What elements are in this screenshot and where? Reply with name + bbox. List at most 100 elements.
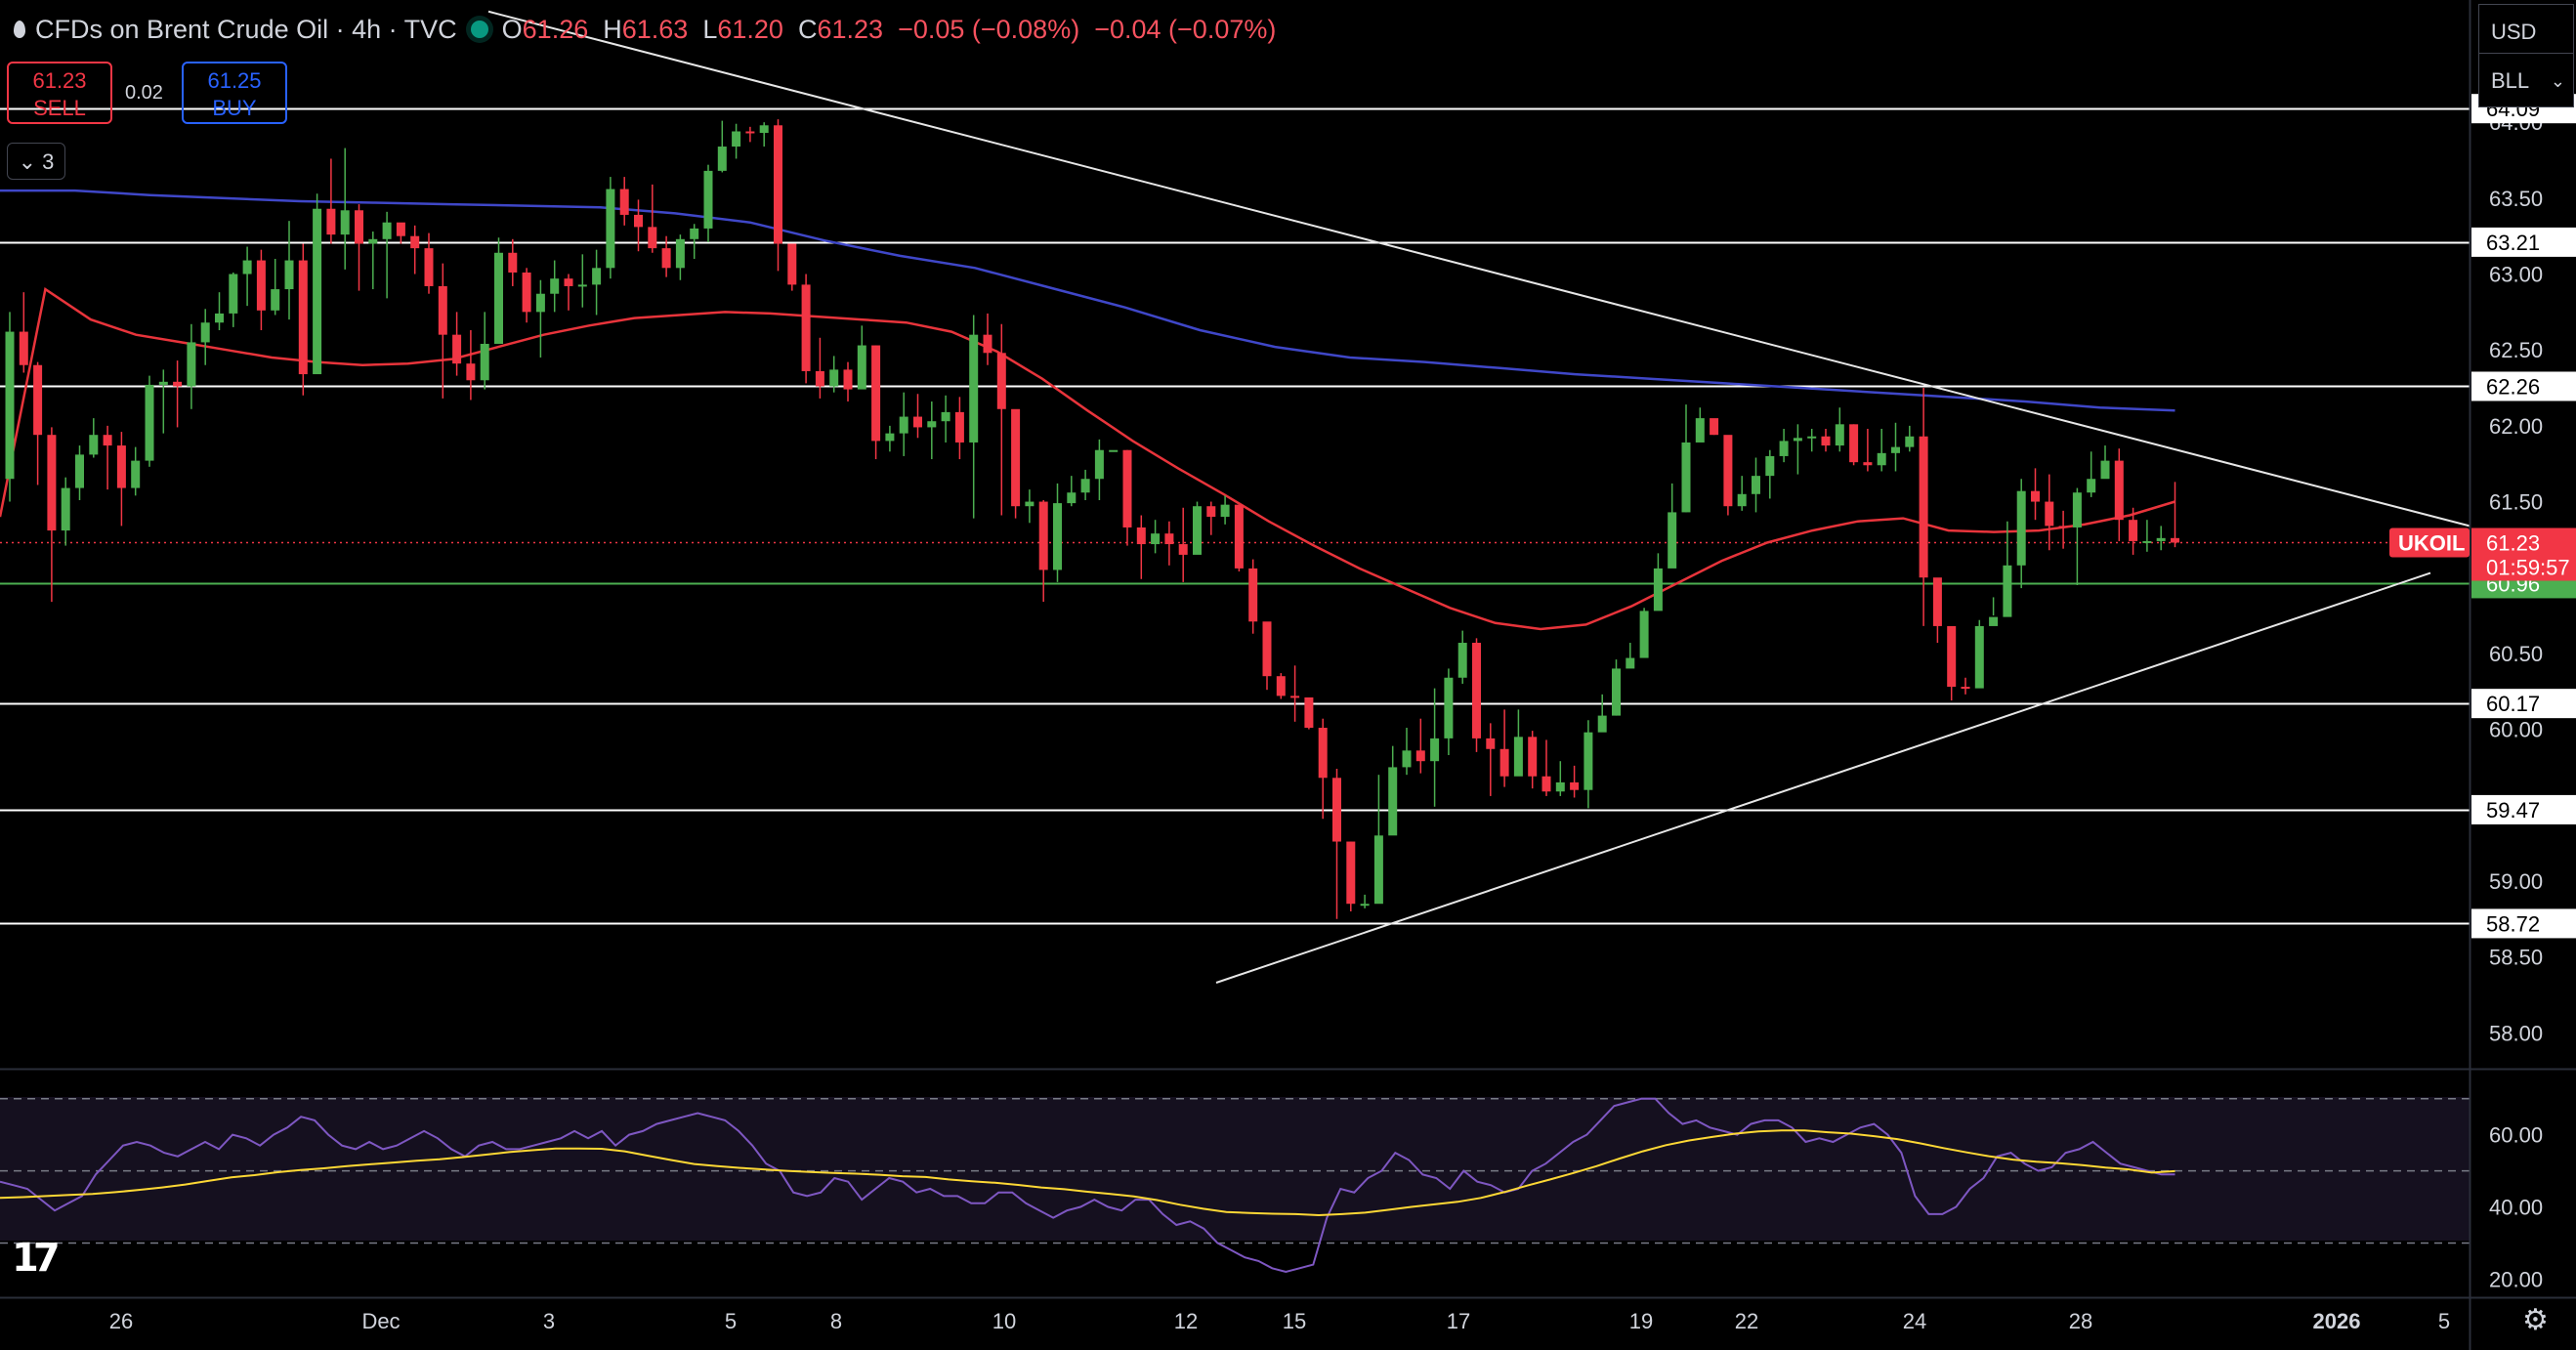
candle-body <box>116 445 126 488</box>
chevron-down-icon: ⌄ <box>2550 71 2565 91</box>
time-tick-label: 22 <box>1735 1309 1758 1333</box>
symbol-title[interactable]: CFDs on Brent Crude Oil · 4h · TVC <box>35 14 457 44</box>
candle-body <box>173 381 183 387</box>
currency-label: USD <box>2491 20 2537 44</box>
candle-body <box>2003 565 2012 617</box>
candle-body <box>1444 677 1454 738</box>
candle-body <box>1626 657 1635 669</box>
candle-body <box>1206 506 1216 518</box>
time-tick-label: 19 <box>1629 1309 1653 1333</box>
slow-moving-average-line <box>0 189 2175 412</box>
candle-body <box>89 435 99 455</box>
moving-averages <box>0 189 2175 631</box>
time-tick-label: 12 <box>1174 1309 1198 1333</box>
chevron-down-icon: ⌄ <box>18 149 37 174</box>
time-tick-label: 24 <box>1903 1309 1926 1333</box>
candle-body <box>2156 537 2166 541</box>
candle-body <box>996 353 1006 409</box>
price-tick-label: 61.50 <box>2489 490 2543 515</box>
time-tick-label: 3 <box>543 1309 555 1333</box>
candle-body <box>1849 424 1859 463</box>
candle-body <box>2058 526 2068 528</box>
time-axis[interactable]: 26 Dec 3 5 8 10 12 15 17 19 22 24 28 2026 5 <box>109 1309 2450 1333</box>
symbol-tag <box>2389 527 2470 558</box>
rsi-tick-label: 60.00 <box>2489 1123 2543 1148</box>
candle-body <box>75 454 84 488</box>
candle-body <box>1430 738 1440 762</box>
candle-body <box>774 125 782 244</box>
candle-body <box>1193 506 1202 555</box>
candle-body <box>1807 436 1817 439</box>
unit-label: BLL <box>2491 68 2530 93</box>
candle-body <box>1151 533 1161 545</box>
market-open-dot-icon <box>470 21 488 38</box>
level-price-tag-label: 62.26 <box>2486 374 2540 399</box>
candle-body <box>690 228 699 239</box>
level-price-tag <box>2471 371 2576 401</box>
candle-body <box>1472 643 1481 738</box>
candle-body <box>535 293 545 313</box>
gear-icon[interactable]: ⚙ <box>2522 1304 2549 1336</box>
candle-body <box>1373 835 1383 905</box>
price-tick-label: 63.50 <box>2489 187 2543 211</box>
candle-body <box>1234 504 1244 569</box>
candle-body <box>2100 460 2110 480</box>
candle-body <box>2072 492 2082 527</box>
candle-body <box>1779 441 1789 456</box>
price-tick-label: 60.50 <box>2489 642 2543 666</box>
candle-body <box>522 272 531 313</box>
candle-body <box>1053 503 1062 570</box>
candle-body <box>2129 520 2138 541</box>
unit-selector[interactable]: BLL ⌄ <box>2478 53 2574 107</box>
candle-body <box>745 131 755 134</box>
candle-body <box>242 260 252 274</box>
candle-body <box>256 260 266 311</box>
indicators-toggle-button[interactable]: ⌄ 3 <box>7 143 65 180</box>
candle-body <box>438 285 447 335</box>
candle-body <box>941 411 950 422</box>
candle-body <box>1220 504 1230 518</box>
time-tick-label: Dec <box>361 1309 400 1333</box>
candle-body <box>1080 479 1090 493</box>
candle-body <box>648 227 657 249</box>
currency-selector[interactable]: USD <box>2478 4 2574 59</box>
buy-button[interactable]: 61.25 BUY <box>182 62 287 124</box>
candle-body <box>564 278 573 286</box>
candle-body <box>1710 418 1719 436</box>
candle-body <box>871 345 881 442</box>
candle-body <box>61 487 70 531</box>
price-tick-label: 58.50 <box>2489 946 2543 970</box>
candle-body <box>158 381 168 385</box>
candle-body <box>131 460 141 488</box>
indicators-count: 3 <box>42 149 55 174</box>
sell-button[interactable]: 61.23 SELL <box>7 62 112 124</box>
candle-body <box>103 435 112 446</box>
candle-body <box>606 189 615 269</box>
price-tick-label: 62.50 <box>2489 338 2543 362</box>
level-price-tag <box>2471 908 2576 939</box>
candle-body <box>1094 449 1104 480</box>
time-tick-label: 5 <box>725 1309 737 1333</box>
ohlc-values: O61.26 H61.63 L61.20 C61.23 −0.05 (−0.08… <box>501 14 1277 44</box>
candle-body <box>2087 479 2096 493</box>
candle-body <box>229 274 238 314</box>
candle-body <box>1304 696 1314 729</box>
chart-legend: CFDs on Brent Crude Oil · 4h · TVC O61.2… <box>14 12 1276 47</box>
candle-body <box>1863 462 1873 466</box>
rsi-bands <box>0 1097 2470 1245</box>
candle-body <box>1752 476 1760 494</box>
candle-body <box>396 222 405 236</box>
rsi-line <box>0 1097 2175 1274</box>
candle-body <box>2171 537 2179 543</box>
trendlines <box>487 10 2470 984</box>
candle-body <box>1947 625 1957 688</box>
candle-body <box>1891 446 1900 453</box>
candle-body <box>1932 577 1942 626</box>
change-value-secondary: −0.04 (−0.07%) <box>1094 14 1277 44</box>
sell-price: 61.23 <box>32 68 87 93</box>
candle-body <box>1821 436 1831 446</box>
rsi-tick-label: 20.00 <box>2489 1267 2543 1291</box>
candle-body <box>5 331 15 480</box>
candle-body <box>340 210 350 235</box>
